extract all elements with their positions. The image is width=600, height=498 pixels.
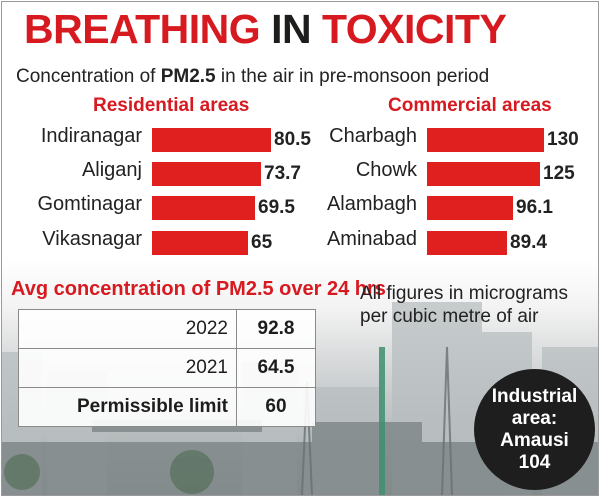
table-row: 2022 92.8 <box>18 309 316 349</box>
bar <box>427 196 513 220</box>
bar-value-label: 96.1 <box>516 197 553 218</box>
bar <box>427 162 540 186</box>
residential-heading: Residential areas <box>93 95 250 116</box>
table-cell-value: 60 <box>236 387 316 427</box>
bar-value-label: 125 <box>543 163 575 184</box>
bar-category-label: Chowk <box>355 159 417 181</box>
bar-category-label: Aliganj <box>81 159 142 181</box>
units-note: All figures in micrograms per cubic metr… <box>360 283 568 327</box>
table-cell-label: 2021 <box>18 348 237 388</box>
bar <box>427 231 507 255</box>
bar-value-label: 130 <box>547 129 579 150</box>
industrial-area-badge: Industrial area: Amausi 104 <box>474 369 595 490</box>
table-row: Permissible limit 60 <box>18 387 316 427</box>
bar <box>427 128 544 152</box>
title-part-3: TOXICITY <box>322 6 507 52</box>
table-cell-value: 64.5 <box>236 348 316 388</box>
commercial-heading: Commercial areas <box>388 95 552 116</box>
badge-line-4: 104 <box>518 451 551 473</box>
subtitle-pre: Concentration of <box>16 66 161 87</box>
title-part-2: IN <box>271 6 312 52</box>
subtitle-post: in the air in pre-monsoon period <box>215 66 490 87</box>
badge-line-1: Industrial <box>491 385 578 407</box>
bar-category-label: Alambagh <box>326 193 417 215</box>
bar-value-label: 89.4 <box>510 232 547 253</box>
bar <box>152 196 255 220</box>
bar-category-label: Gomtinagar <box>37 193 143 215</box>
bar-value-label: 69.5 <box>258 197 295 218</box>
bar <box>152 162 261 186</box>
bar-category-label: Vikasnagar <box>42 228 142 250</box>
page-title: BREATHING IN TOXICITY <box>24 6 507 53</box>
avg-heading: Avg concentration of PM2.5 over 24 hrs <box>11 278 386 300</box>
bar-category-label: Indiranagar <box>40 125 142 147</box>
bar-category-label: Aminabad <box>326 228 417 250</box>
bar <box>152 128 271 152</box>
bar-value-label: 65 <box>251 232 273 253</box>
subtitle: Concentration of PM2.5 in the air in pre… <box>16 66 489 88</box>
table-cell-value: 92.8 <box>236 309 316 349</box>
avg-table: 2022 92.8 2021 64.5 Permissible limit 60 <box>18 309 316 427</box>
bar <box>152 231 248 255</box>
subtitle-bold: PM2.5 <box>160 66 216 87</box>
table-cell-label: Permissible limit <box>18 387 237 427</box>
badge-line-3: Amausi <box>500 429 569 451</box>
title-part-1: BREATHING <box>24 6 261 52</box>
badge-line-2: area: <box>511 407 558 429</box>
table-cell-label: 2022 <box>18 309 237 349</box>
bar-value-label: 80.5 <box>274 129 311 150</box>
table-row: 2021 64.5 <box>18 348 316 388</box>
bar-value-label: 73.7 <box>264 163 301 184</box>
bar-category-label: Charbagh <box>329 125 417 147</box>
